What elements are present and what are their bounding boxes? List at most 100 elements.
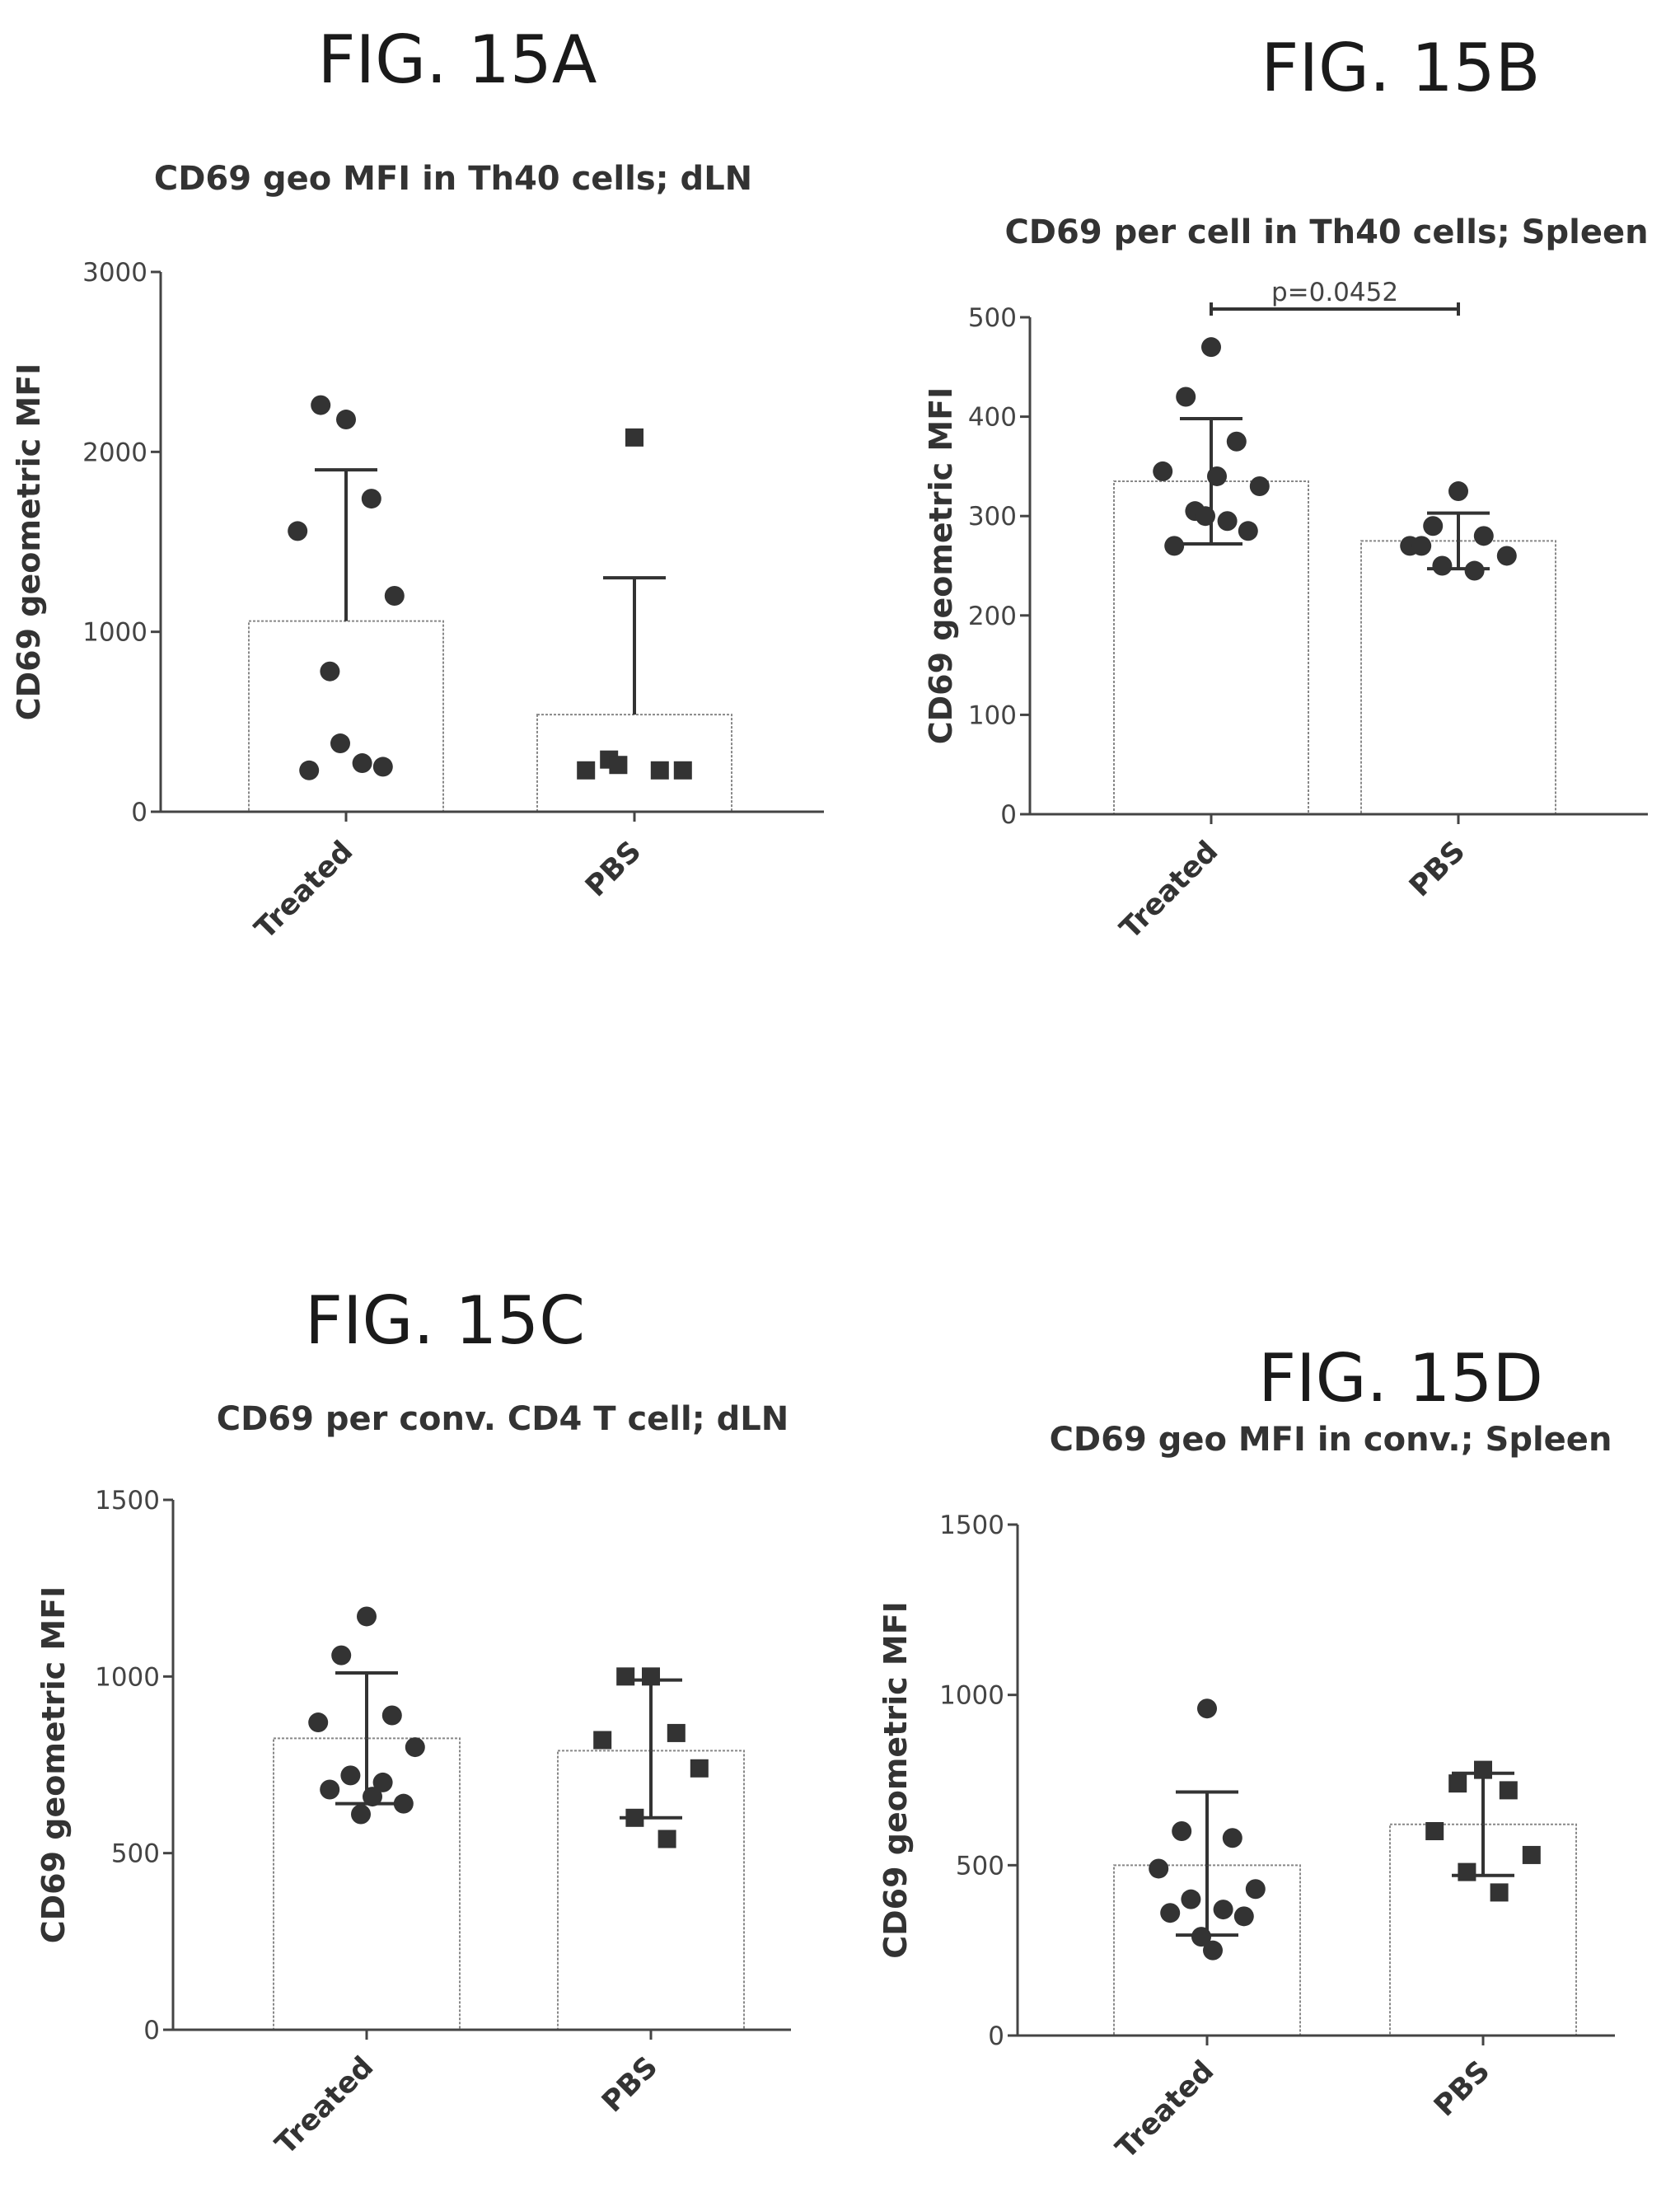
chart-3-point-pbs xyxy=(593,1731,612,1750)
chart-1-point-treated xyxy=(372,757,393,777)
chart-1-y-axis-title: CD69 geometric MFI xyxy=(11,363,47,721)
chart-1-bar-treated xyxy=(248,620,444,813)
chart-1-y-tick-label: 0 xyxy=(131,798,147,827)
chart-1-point-pbs xyxy=(650,761,669,780)
chart-1-x-tick-label-pbs: PBS xyxy=(579,835,648,903)
chart-3-x-tick-label-treated: Treated xyxy=(269,2050,380,2161)
chart-2-point-pbs xyxy=(1473,526,1494,546)
chart-4-x-tick-label-treated: Treated xyxy=(1110,2054,1220,2165)
chart-1-title: CD69 geo MFI in Th40 cells; dLN xyxy=(154,160,752,198)
chart-1-point-treated xyxy=(336,410,356,430)
chart-4-point-treated xyxy=(1213,1900,1233,1920)
chart-4-point-pbs xyxy=(1490,1883,1509,1902)
chart-4-y-tick-label: 0 xyxy=(988,2022,1004,2051)
charts-layer: CD69 geo MFI in Th40 cells; dLN CD69 geom… xyxy=(11,160,1649,2166)
chart-1-y-tick-label: 3000 xyxy=(82,258,147,288)
chart-4-point-treated xyxy=(1203,1940,1223,1961)
chart-2-title: CD69 per cell in Th40 cells; Spleen xyxy=(1004,213,1648,251)
chart-3-point-treated xyxy=(393,1793,414,1814)
chart-2-point-treated xyxy=(1164,536,1185,556)
chart-4-point-treated xyxy=(1149,1858,1169,1879)
fig-label-15b: FIG. 15B xyxy=(1261,30,1540,106)
chart-3-point-pbs xyxy=(667,1723,686,1742)
chart-3-point-treated xyxy=(351,1804,371,1825)
chart-2-p-value-label: p=0.0452 xyxy=(1271,278,1398,307)
chart-2-bar-pbs xyxy=(1360,540,1556,815)
chart-2-y-tick-label: 400 xyxy=(968,403,1017,433)
chart-3-point-treated xyxy=(381,1705,402,1726)
chart-2-point-treated xyxy=(1207,466,1227,486)
chart-3: CD69 per conv. CD4 T cell; dLN CD69 geome… xyxy=(35,1400,791,2162)
chart-3-y-tick-label: 1000 xyxy=(95,1662,160,1692)
chart-3-point-treated xyxy=(331,1645,352,1666)
fig-label-15c: FIG. 15C xyxy=(305,1282,585,1359)
fig-label-15d: FIG. 15D xyxy=(1258,1340,1543,1417)
chart-3-title: CD69 per conv. CD4 T cell; dLN xyxy=(217,1400,789,1438)
chart-2-point-pbs xyxy=(1432,555,1453,576)
fig-label-15a: FIG. 15A xyxy=(318,21,597,98)
chart-2: CD69 per cell in Th40 cells; Spleen CD69 … xyxy=(923,213,1649,946)
chart-1-bar-pbs xyxy=(536,714,732,813)
chart-1-point-treated xyxy=(352,753,372,774)
chart-4-point-pbs xyxy=(1425,1822,1444,1840)
chart-4-point-treated xyxy=(1222,1828,1242,1848)
chart-4-y-axis-title: CD69 geometric MFI xyxy=(877,1601,914,1959)
chart-4-point-treated xyxy=(1233,1906,1254,1927)
chart-4: CD69 geo MFI in conv.; Spleen CD69 geomet… xyxy=(877,1421,1615,2166)
chart-2-point-treated xyxy=(1201,337,1221,358)
chart-3-point-treated xyxy=(320,1779,340,1800)
chart-3-point-pbs xyxy=(690,1759,709,1778)
chart-4-point-pbs xyxy=(1522,1845,1541,1864)
chart-2-y-tick-label: 300 xyxy=(968,502,1017,532)
chart-3-point-treated xyxy=(405,1737,425,1758)
chart-2-point-treated xyxy=(1249,476,1270,497)
chart-1-point-pbs xyxy=(625,428,643,447)
chart-2-point-treated xyxy=(1176,387,1196,407)
chart-2-point-treated xyxy=(1153,461,1173,481)
chart-4-point-treated xyxy=(1160,1903,1181,1923)
chart-3-y-tick-label: 1500 xyxy=(95,1486,160,1516)
chart-2-y-tick-label: 500 xyxy=(968,303,1017,333)
chart-3-point-pbs xyxy=(616,1667,635,1686)
chart-4-point-pbs xyxy=(1448,1774,1467,1793)
chart-2-point-treated xyxy=(1238,521,1258,541)
chart-1-point-treated xyxy=(330,733,350,754)
chart-2-point-pbs xyxy=(1423,516,1444,536)
chart-2-x-tick-label-pbs: PBS xyxy=(1403,835,1472,903)
chart-1-point-treated xyxy=(299,760,320,780)
chart-4-y-tick-label: 500 xyxy=(956,1851,1004,1881)
chart-3-point-treated xyxy=(308,1712,329,1733)
chart-2-point-pbs xyxy=(1464,560,1485,581)
chart-1-point-pbs xyxy=(577,761,596,780)
chart-2-point-treated xyxy=(1217,511,1238,532)
chart-2-point-pbs xyxy=(1496,546,1517,566)
chart-3-point-treated xyxy=(357,1606,377,1627)
chart-1-point-treated xyxy=(288,521,308,541)
chart-4-point-treated xyxy=(1191,1927,1211,1947)
chart-3-y-tick-label: 500 xyxy=(111,1839,160,1869)
chart-4-y-tick-label: 1500 xyxy=(939,1511,1004,1540)
chart-2-y-axis-title: CD69 geometric MFI xyxy=(923,387,959,745)
chart-4-point-pbs xyxy=(1474,1760,1492,1779)
chart-3-x-tick-label-pbs: PBS xyxy=(596,2050,664,2119)
chart-3-y-tick-label: 0 xyxy=(143,2016,160,2045)
chart-1-y-tick-label: 2000 xyxy=(82,438,147,467)
chart-4-point-pbs xyxy=(1499,1781,1518,1800)
chart-4-point-pbs xyxy=(1458,1862,1476,1881)
chart-3-point-treated xyxy=(340,1765,361,1786)
chart-3-point-treated xyxy=(363,1787,382,1807)
chart-2-y-tick-label: 100 xyxy=(968,700,1017,730)
chart-4-x-tick-label-pbs: PBS xyxy=(1428,2054,1496,2123)
chart-2-point-treated xyxy=(1196,506,1215,527)
chart-1: CD69 geo MFI in Th40 cells; dLN CD69 geom… xyxy=(11,160,824,946)
chart-3-point-pbs xyxy=(642,1667,660,1686)
chart-1-point-pbs xyxy=(609,756,628,775)
chart-3-point-pbs xyxy=(625,1808,644,1827)
chart-4-title: CD69 geo MFI in conv.; Spleen xyxy=(1050,1421,1612,1459)
chart-4-point-treated xyxy=(1197,1698,1217,1719)
chart-4-point-treated xyxy=(1181,1889,1201,1909)
chart-1-x-tick-label-treated: Treated xyxy=(249,835,359,945)
chart-1-point-treated xyxy=(311,395,331,415)
chart-4-y-tick-label: 1000 xyxy=(939,1681,1004,1711)
